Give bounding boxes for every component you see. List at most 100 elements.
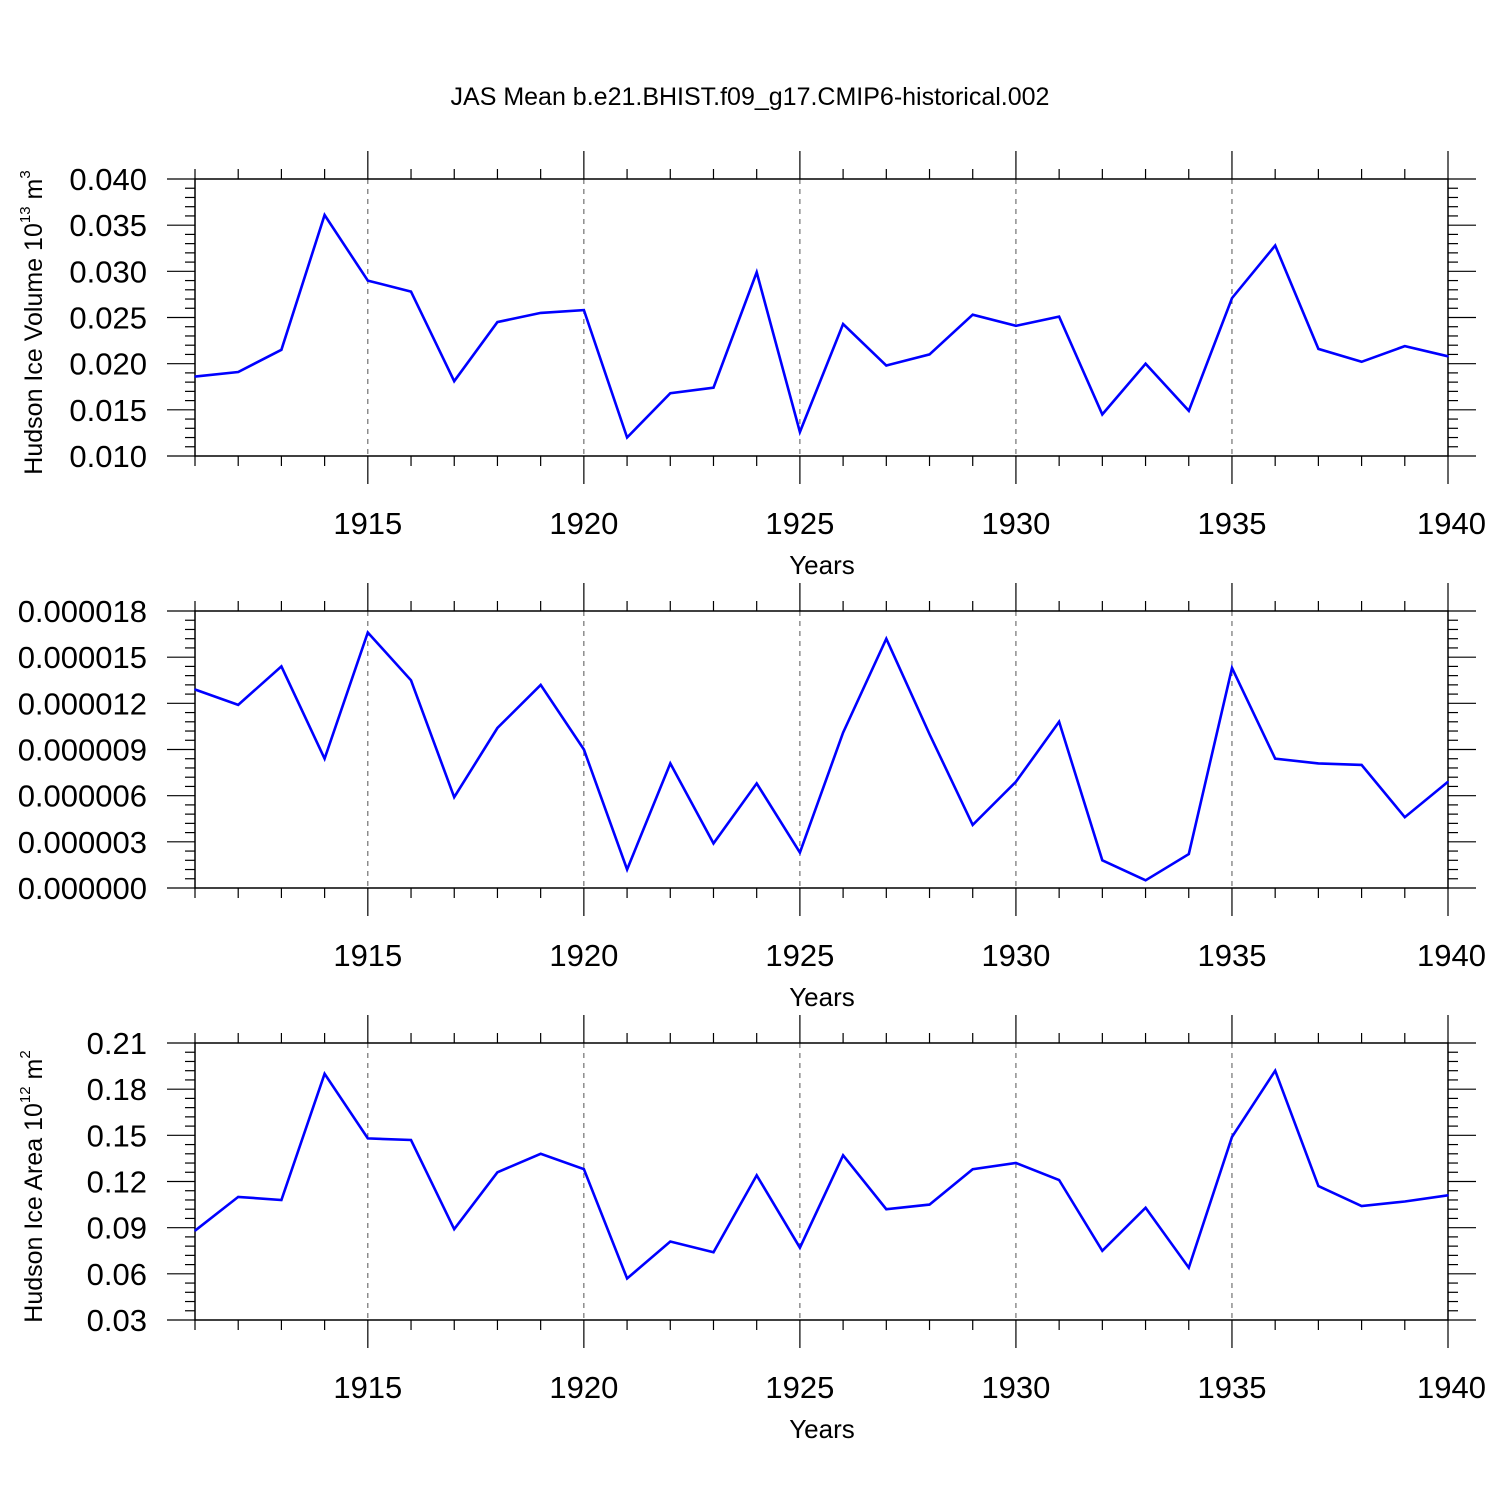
x-tick-label: 1935 <box>1197 506 1266 541</box>
data-point-1939 <box>1403 1200 1406 1203</box>
x-axis-label: Years <box>789 982 855 1012</box>
data-point-1927 <box>885 364 888 367</box>
data-point-1912 <box>237 704 240 706</box>
y-tick-label: 0.030 <box>69 254 147 289</box>
plot-frame <box>194 610 1449 889</box>
data-point-1925 <box>799 1246 801 1249</box>
data-point-1931 <box>1058 1179 1060 1181</box>
data-point-1923 <box>712 842 715 845</box>
data-point-1935 <box>1231 1136 1233 1138</box>
y-axis-label: Hudson Ice Volume 1013 m3 <box>17 170 48 474</box>
data-point-1940 <box>1447 781 1449 783</box>
y-tick-label: 0.000003 <box>18 825 147 860</box>
x-tick-label: 1940 <box>1417 506 1486 541</box>
data-point-1921 <box>626 1277 628 1280</box>
data-point-1913 <box>280 665 283 668</box>
x-tick-label: 1915 <box>333 506 402 541</box>
x-tick-label: 1915 <box>333 938 402 973</box>
data-point-1930 <box>1015 325 1017 327</box>
data-point-1934 <box>1187 853 1190 855</box>
x-tick-label: 1925 <box>765 1370 834 1405</box>
data-point-1913 <box>280 349 283 351</box>
data-point-1926 <box>842 323 844 325</box>
data-line <box>194 1067 1449 1281</box>
x-axis-label: Years <box>789 1414 855 1444</box>
data-point-1926 <box>842 731 844 734</box>
data-point-1915 <box>367 631 369 634</box>
data-point-1927 <box>885 637 888 640</box>
y-tick-label: 0.15 <box>87 1118 147 1153</box>
data-point-1923 <box>712 1251 715 1254</box>
data-point-1915 <box>367 1137 369 1140</box>
data-point-1932 <box>1101 859 1104 862</box>
data-point-1919 <box>539 1153 542 1155</box>
data-point-1929 <box>971 1168 974 1170</box>
data-point-1928 <box>928 353 931 356</box>
data-point-1920 <box>583 1168 585 1170</box>
data-point-1929 <box>971 313 974 316</box>
y-tick-label: 0.000009 <box>18 733 147 768</box>
data-point-1911 <box>194 1229 196 1232</box>
data-point-1940 <box>1447 1194 1449 1197</box>
y-tick-label: 0.09 <box>87 1211 147 1246</box>
data-point-1937 <box>1317 348 1320 350</box>
data-point-1938 <box>1360 361 1363 363</box>
data-point-1928 <box>928 733 931 735</box>
panel-3: 0.03 0.06 0.09 0.12 0.15 0.18 0.21 1915 1920 1925… <box>17 1015 1486 1444</box>
data-point-1935 <box>1231 667 1233 669</box>
y-tick-label: 0.06 <box>87 1257 147 1292</box>
data-point-1936 <box>1274 1069 1276 1072</box>
y-tick-label: 0.03 <box>87 1303 147 1338</box>
y-tick-label: 0.000018 <box>18 594 147 629</box>
data-point-1916 <box>410 679 412 682</box>
y-tick-label: 0.025 <box>69 301 147 336</box>
data-point-1915 <box>367 279 369 282</box>
x-tick-label: 1940 <box>1417 938 1486 973</box>
data-point-1921 <box>626 436 628 439</box>
x-tick-label: 1940 <box>1417 1370 1486 1405</box>
data-point-1931 <box>1058 315 1060 318</box>
x-tick-label: 1930 <box>981 1370 1050 1405</box>
data-point-1932 <box>1101 413 1104 416</box>
x-tick-label: 1925 <box>765 506 834 541</box>
y-tick-label: 0.21 <box>87 1026 147 1061</box>
data-point-1925 <box>799 851 801 854</box>
data-point-1917 <box>453 796 456 799</box>
y-tick-label: 0.035 <box>69 208 147 243</box>
y-tick-label: 0.020 <box>69 347 147 382</box>
y-tick-label: 0.18 <box>87 1072 147 1107</box>
data-point-1929 <box>971 824 974 826</box>
x-tick-label: 1930 <box>981 506 1050 541</box>
data-point-1933 <box>1144 1206 1147 1209</box>
data-point-1916 <box>410 290 412 293</box>
y-tick-label: 0.000006 <box>18 779 147 814</box>
plot-frame <box>194 1042 1449 1321</box>
data-point-1920 <box>583 309 585 311</box>
data-point-1924 <box>755 1174 758 1177</box>
x-tick-label: 1920 <box>549 938 618 973</box>
data-point-1933 <box>1144 879 1147 882</box>
data-point-1940 <box>1447 355 1449 358</box>
y-tick-label: 0.000015 <box>18 640 147 675</box>
data-point-1918 <box>496 1171 499 1174</box>
data-point-1923 <box>712 386 715 389</box>
panel-1: 0.010 0.015 0.020 0.025 0.030 0.035 0.040 1915 1… <box>17 151 1486 580</box>
data-point-1930 <box>1015 1162 1017 1164</box>
data-point-1917 <box>453 1228 456 1231</box>
data-point-1937 <box>1317 1185 1320 1187</box>
x-tick-label: 1920 <box>549 506 618 541</box>
data-point-1936 <box>1274 244 1276 247</box>
data-point-1925 <box>799 431 801 433</box>
data-point-1914 <box>323 214 326 216</box>
data-point-1917 <box>453 380 456 383</box>
data-point-1934 <box>1187 1266 1190 1269</box>
data-point-1921 <box>626 868 628 871</box>
x-tick-label: 1935 <box>1197 938 1266 973</box>
x-tick-label: 1930 <box>981 938 1050 973</box>
data-point-1913 <box>280 1199 283 1201</box>
panels: 0.010 0.015 0.020 0.025 0.030 0.035 0.040 1915 1… <box>17 151 1486 1444</box>
y-tick-label: 0.12 <box>87 1165 147 1200</box>
x-tick-label: 1925 <box>765 938 834 973</box>
y-tick-label: 0.000012 <box>18 686 147 721</box>
